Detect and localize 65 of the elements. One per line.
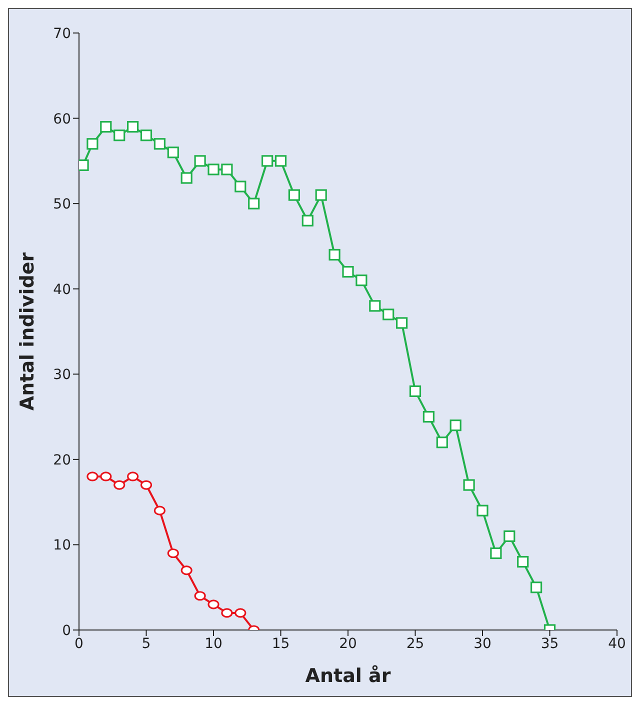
x-tick-label: 10 bbox=[204, 636, 222, 652]
point bbox=[342, 266, 354, 278]
x-tick-label: 35 bbox=[540, 636, 559, 652]
x-tick-label: 15 bbox=[272, 636, 290, 652]
point bbox=[127, 121, 139, 133]
point bbox=[127, 472, 139, 482]
point bbox=[382, 308, 394, 320]
point bbox=[248, 198, 260, 210]
point bbox=[315, 189, 327, 201]
point bbox=[262, 155, 274, 167]
point bbox=[409, 385, 422, 397]
point bbox=[208, 600, 220, 610]
point bbox=[234, 180, 246, 192]
point bbox=[274, 155, 287, 167]
x-tick-label: 0 bbox=[74, 636, 84, 652]
point bbox=[167, 548, 179, 558]
point bbox=[154, 506, 166, 516]
point bbox=[114, 130, 126, 142]
point bbox=[100, 121, 112, 133]
point bbox=[194, 591, 206, 601]
point bbox=[517, 556, 529, 568]
point bbox=[490, 547, 502, 560]
y-tick-label: 40 bbox=[53, 282, 71, 298]
x-tick-label: 30 bbox=[474, 636, 492, 652]
point bbox=[396, 317, 408, 329]
point bbox=[302, 214, 314, 226]
y-tick-label: 70 bbox=[53, 26, 71, 42]
point bbox=[476, 504, 488, 516]
point bbox=[194, 155, 206, 167]
point bbox=[463, 479, 475, 491]
y-tick-label: 0 bbox=[62, 622, 71, 639]
point bbox=[100, 472, 112, 482]
x-tick-label: 40 bbox=[608, 636, 626, 652]
x-axis-title: Antal år bbox=[305, 665, 392, 687]
point bbox=[208, 164, 220, 176]
point bbox=[422, 410, 434, 423]
point bbox=[154, 138, 166, 150]
point bbox=[180, 172, 192, 184]
point bbox=[288, 189, 300, 201]
y-axis-title: Antal individer bbox=[16, 252, 39, 411]
point bbox=[180, 566, 192, 576]
point bbox=[356, 274, 368, 286]
point bbox=[234, 608, 246, 618]
point bbox=[86, 472, 98, 482]
x-tick-label: 25 bbox=[406, 636, 424, 652]
y-tick-label: 10 bbox=[53, 538, 71, 554]
point bbox=[504, 530, 516, 542]
x-tick-label: 20 bbox=[339, 636, 357, 652]
y-tick-label: 20 bbox=[53, 452, 71, 468]
y-tick-label: 50 bbox=[53, 196, 71, 213]
y-tick-label: 30 bbox=[53, 367, 71, 384]
point bbox=[436, 436, 448, 448]
point bbox=[140, 130, 152, 142]
point bbox=[140, 480, 152, 490]
point bbox=[530, 582, 542, 594]
y-tick-label: 60 bbox=[53, 111, 71, 128]
point bbox=[450, 420, 462, 432]
point bbox=[369, 300, 381, 312]
point bbox=[167, 146, 179, 158]
point bbox=[86, 138, 98, 150]
x-tick-label: 5 bbox=[142, 636, 151, 652]
point bbox=[114, 480, 126, 490]
point bbox=[221, 164, 233, 176]
point bbox=[221, 608, 233, 618]
point bbox=[328, 248, 340, 261]
